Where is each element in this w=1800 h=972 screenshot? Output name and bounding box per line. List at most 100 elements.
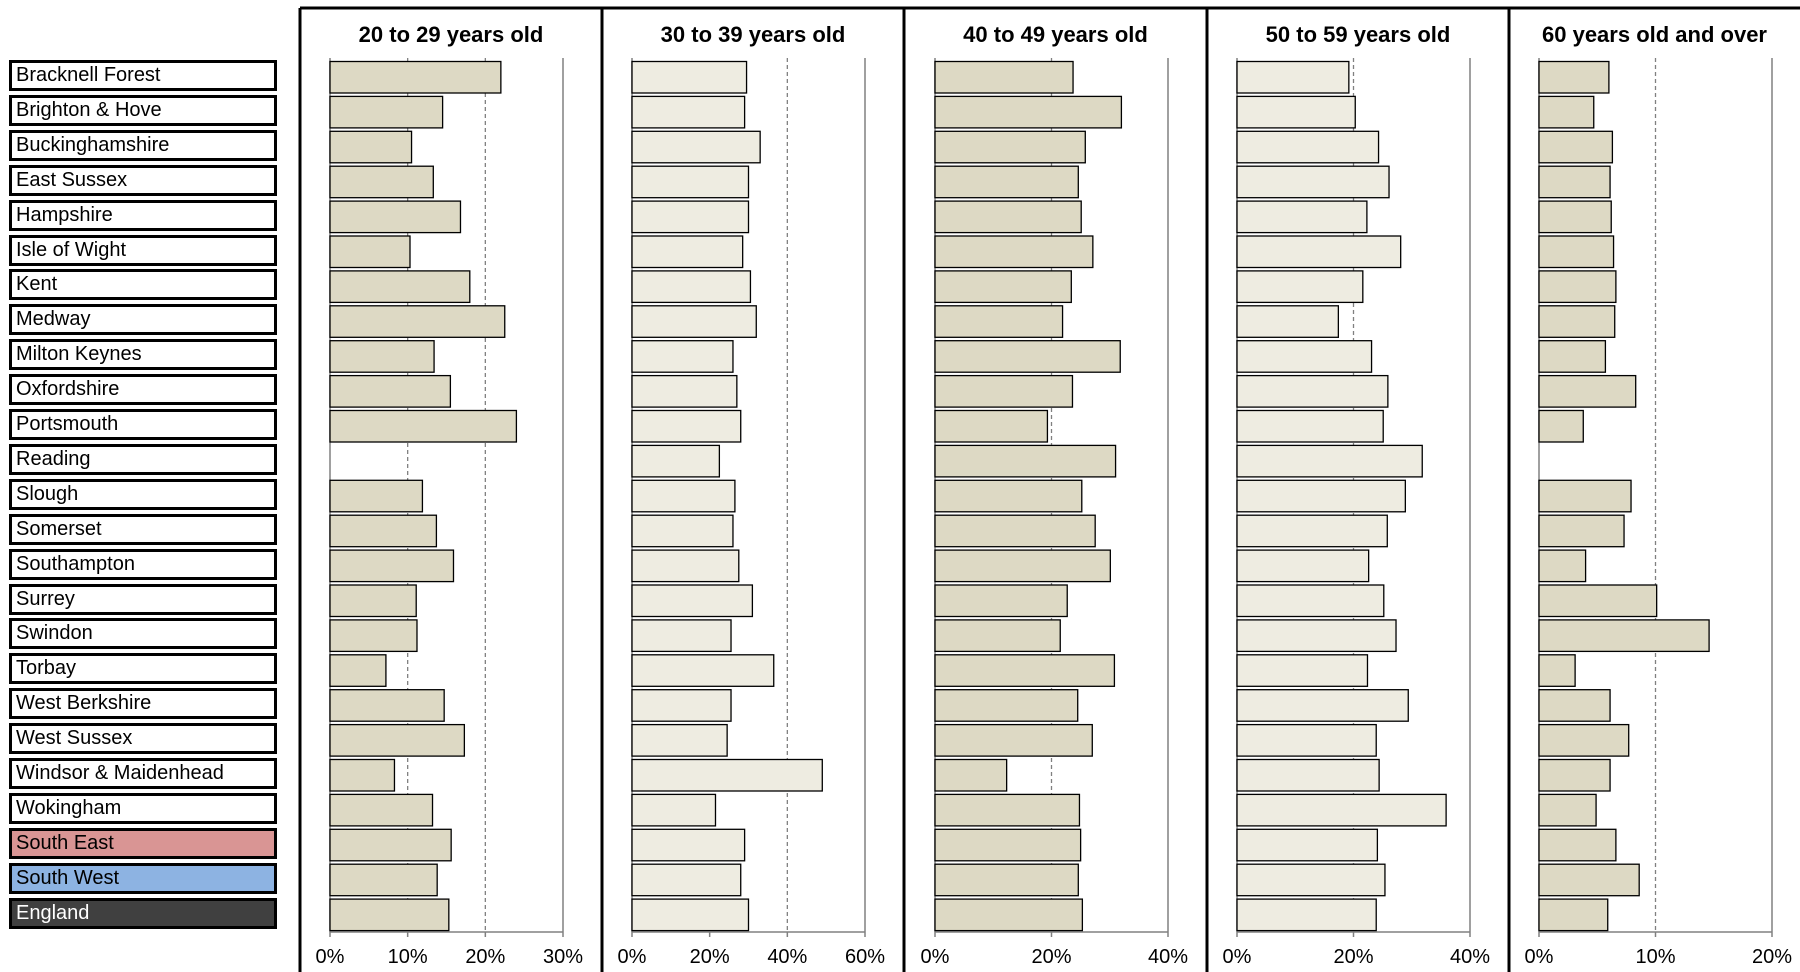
bar	[329, 514, 438, 548]
bar	[329, 60, 502, 94]
bar	[1236, 549, 1370, 583]
x-tick-label: 40%	[767, 946, 807, 968]
x-tick-label: 10%	[1635, 946, 1675, 968]
bar	[329, 374, 452, 408]
bar	[1236, 409, 1384, 443]
bar	[934, 165, 1079, 199]
bar	[1538, 409, 1584, 443]
bar	[934, 863, 1079, 897]
region-label: Windsor & Maidenhead	[9, 758, 277, 789]
region-label: South East	[9, 827, 277, 859]
panel-title: 40 to 49 years old	[963, 22, 1148, 47]
bar	[329, 130, 413, 164]
bar	[1538, 374, 1637, 408]
x-tick-label: 0%	[921, 946, 950, 968]
bar	[1538, 619, 1710, 653]
bar	[1538, 758, 1611, 792]
bar	[1236, 95, 1356, 129]
bar	[329, 479, 424, 513]
bar	[631, 409, 742, 443]
bar	[934, 60, 1074, 94]
bar	[631, 549, 740, 583]
bar	[631, 130, 761, 164]
bar	[1236, 305, 1340, 338]
bar	[631, 898, 750, 932]
x-tick-label: 0%	[316, 946, 345, 968]
region-label: Brighton & Hove	[9, 94, 277, 126]
bar	[631, 305, 757, 338]
bar	[934, 409, 1049, 443]
bar	[631, 689, 732, 722]
bar	[934, 340, 1121, 373]
bar	[934, 200, 1082, 234]
bar	[934, 549, 1111, 583]
region-label: Torbay	[9, 653, 277, 685]
bar	[934, 793, 1081, 827]
panel-title: 30 to 39 years old	[661, 22, 846, 47]
bar	[934, 828, 1082, 862]
region-label: Isle of Wight	[9, 234, 277, 266]
bar	[934, 654, 1116, 687]
bar	[329, 95, 444, 129]
bar	[631, 514, 734, 548]
x-tick-label: 30%	[543, 946, 583, 968]
bar	[329, 758, 396, 792]
bar	[934, 444, 1117, 478]
bar	[1236, 758, 1380, 792]
x-tick-label: 0%	[1525, 946, 1554, 968]
bar	[1236, 270, 1364, 304]
bar	[631, 619, 732, 653]
bar	[329, 723, 466, 757]
bar	[631, 444, 721, 478]
region-label: Southampton	[9, 548, 277, 580]
bar	[631, 793, 717, 827]
bar	[631, 200, 750, 234]
region-label: West Sussex	[9, 723, 277, 755]
bar	[631, 340, 734, 373]
bar	[1538, 270, 1617, 304]
region-label: East Sussex	[9, 164, 277, 196]
bar	[934, 270, 1072, 304]
bar	[329, 793, 434, 827]
bar	[1538, 793, 1597, 827]
bar	[1236, 340, 1373, 373]
x-tick-label: 20%	[1333, 946, 1373, 968]
bar	[329, 584, 417, 618]
bar	[1236, 235, 1402, 269]
bar	[1538, 60, 1610, 94]
bar	[934, 235, 1094, 269]
bar	[1538, 340, 1607, 373]
bar	[329, 828, 452, 862]
bar	[934, 374, 1074, 408]
x-tick-label: 40%	[1148, 946, 1188, 968]
bar	[329, 898, 450, 932]
bar	[329, 200, 462, 234]
bar	[1538, 689, 1611, 722]
bar	[1236, 654, 1369, 687]
bar	[1538, 863, 1640, 897]
bar	[329, 165, 434, 199]
bar	[631, 723, 728, 757]
bar	[934, 514, 1096, 548]
bar	[1236, 863, 1386, 897]
bar	[1538, 654, 1576, 687]
bar	[1236, 619, 1397, 653]
region-label: South West	[9, 862, 277, 894]
bar	[1236, 374, 1389, 408]
bar	[1538, 165, 1611, 199]
bar	[1538, 95, 1595, 129]
panel-title: 60 years old and over	[1542, 22, 1767, 47]
bar	[1236, 898, 1377, 932]
region-label: Swindon	[9, 618, 277, 650]
region-label: Medway	[9, 304, 277, 336]
bar	[1538, 200, 1612, 234]
region-label: Surrey	[9, 583, 277, 615]
bar	[1538, 130, 1614, 164]
bar	[1538, 305, 1616, 338]
bar	[934, 584, 1068, 618]
bar	[1538, 479, 1632, 513]
bar	[1236, 514, 1388, 548]
x-tick-label: 10%	[388, 946, 428, 968]
bar	[1236, 479, 1406, 513]
